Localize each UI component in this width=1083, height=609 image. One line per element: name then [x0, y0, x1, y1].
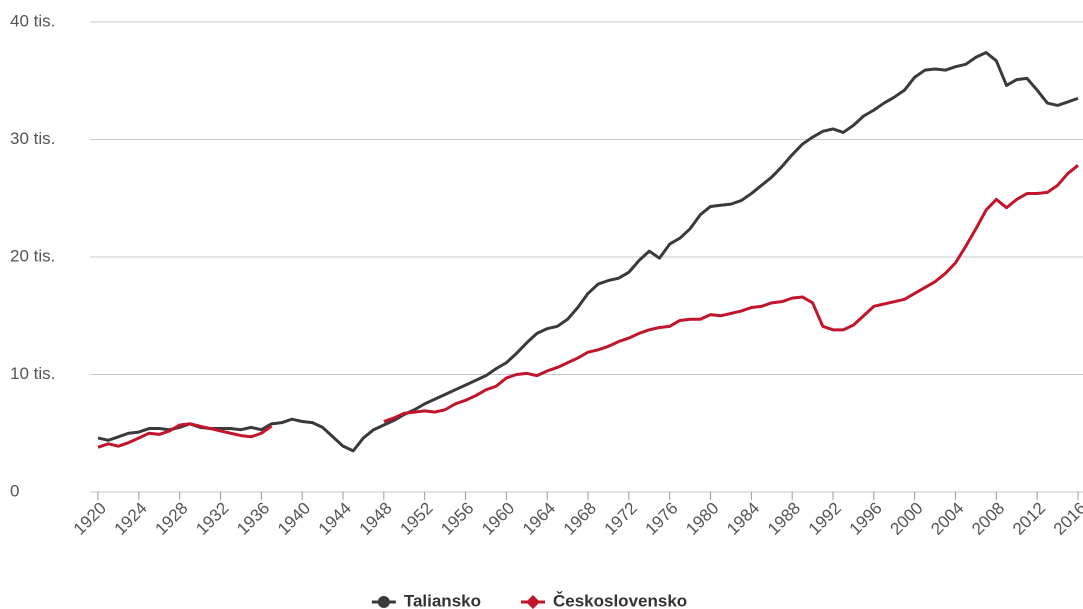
x-tick-label: 1960: [478, 499, 518, 539]
x-tick-label: 1988: [764, 499, 804, 539]
y-tick-label: 30 tis.: [10, 129, 55, 148]
x-tick-label: 2016: [1050, 499, 1083, 539]
x-tick-label: 1940: [274, 499, 314, 539]
x-tick-label: 1964: [519, 499, 559, 539]
y-tick-label: 0: [10, 481, 19, 500]
legend-label: Taliansko: [404, 591, 481, 609]
x-tick-label: 1944: [315, 499, 355, 539]
y-tick-label: 10 tis.: [10, 364, 55, 383]
x-tick-label: 1952: [396, 499, 436, 539]
series-line: [97, 164, 1079, 449]
legend-item: Taliansko: [371, 591, 481, 609]
y-tick-label: 20 tis.: [10, 246, 55, 265]
x-tick-label: 1932: [192, 499, 232, 539]
x-tick-label: 1980: [682, 499, 722, 539]
series-line: [97, 51, 1079, 453]
x-tick-label: 1996: [846, 499, 886, 539]
x-tick-label: 1956: [437, 499, 477, 539]
x-tick-label: 2012: [1009, 499, 1049, 539]
x-tick-label: 1992: [805, 499, 845, 539]
x-tick-label: 1920: [70, 499, 110, 539]
x-tick-label: 1968: [560, 499, 600, 539]
y-tick-label: 40 tis.: [10, 11, 55, 30]
x-tick-label: 1948: [356, 499, 396, 539]
x-tick-label: 2000: [886, 499, 926, 539]
legend-marker: [525, 595, 540, 609]
x-tick-label: 1936: [233, 499, 273, 539]
x-tick-label: 1972: [601, 499, 641, 539]
legend-label: Československo: [553, 591, 687, 609]
x-tick-label: 2008: [968, 499, 1008, 539]
x-tick-label: 1924: [111, 499, 151, 539]
x-tick-label: 1976: [641, 499, 681, 539]
x-tick-label: 1928: [151, 499, 191, 539]
legend-marker: [377, 596, 390, 608]
x-tick-label: 2004: [927, 499, 967, 539]
x-tick-label: 1984: [723, 499, 763, 539]
legend-item: Československo: [520, 591, 687, 609]
legend: Taliansko Československo: [371, 591, 687, 609]
